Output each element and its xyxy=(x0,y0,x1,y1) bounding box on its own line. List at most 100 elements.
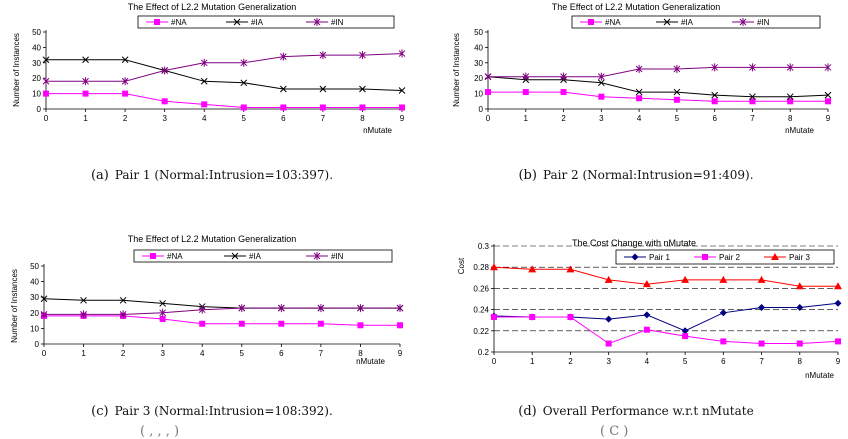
chart-a-y-tick-label: 30 xyxy=(32,59,41,68)
chart-b-series-0-line xyxy=(488,91,828,102)
chart-b-series-0-point xyxy=(825,98,831,105)
chart-a-series-1-point xyxy=(42,56,50,64)
chart-c-legend-label: #IN xyxy=(331,252,344,261)
chart-a-legend-box xyxy=(137,15,395,29)
chart-a-legend-swatch-marker xyxy=(154,19,160,25)
chart-d-x-tick-label: 3 xyxy=(606,357,611,366)
chart-a-series-2-point xyxy=(240,58,248,67)
chart-a-series-0-point xyxy=(122,90,129,97)
chart-d-series-1-point xyxy=(720,338,727,345)
caption-d: (d) Overall Performance w.r.t nMutate xyxy=(424,404,848,419)
chart-b-series-1-point xyxy=(597,79,605,87)
chart-c-series-0-point xyxy=(199,320,206,327)
chart-c-series-0-point xyxy=(357,322,364,329)
chart-d-series-1-point xyxy=(491,314,497,321)
chart-d-series-2-point xyxy=(795,282,804,290)
chart-c-y-tick-label: 30 xyxy=(30,293,39,302)
chart-d-y-tick-label: 0.24 xyxy=(473,306,489,315)
chart-d-y-tick-label: 0.2 xyxy=(478,348,490,357)
chart-a-x-tick-label: 4 xyxy=(202,114,207,123)
chart-a-series-2-point xyxy=(82,77,89,86)
chart-d-series-1-point xyxy=(643,326,650,333)
chart-b-x-tick-label: 7 xyxy=(750,114,755,123)
chart-c-legend-swatch-marker xyxy=(150,253,156,259)
chart-d: The Cost Change with nMutate 0.2 0.22 0.24 0… xyxy=(457,238,842,380)
caption-a: (a) Pair 1 (Normal:Intrusion=103:397). xyxy=(0,168,424,183)
chart-a-series-0-point xyxy=(43,90,49,97)
chart-c-series-2-point xyxy=(40,310,48,319)
chart-c-x-tick-label: 7 xyxy=(319,349,324,358)
chart-a-y-tick-label: 40 xyxy=(32,43,41,52)
chart-a-series-2-point xyxy=(359,51,366,60)
chart-c-x-tick-label: 0 xyxy=(42,349,47,358)
chart-c-series-2-point xyxy=(277,304,285,313)
chart-a-series-1 xyxy=(42,56,406,94)
chart-c-x-tick-label: 9 xyxy=(398,349,403,358)
chart-d-series-2-point xyxy=(566,265,575,273)
chart-b-series-2-point xyxy=(824,63,832,72)
chart-d-series-1 xyxy=(491,314,841,347)
chart-a-series-2-point xyxy=(279,52,287,61)
chart-a-series-1-point xyxy=(279,85,287,93)
chart-c-y-tick-label: 20 xyxy=(30,309,39,318)
chart-c-x-tick-label: 4 xyxy=(200,349,205,358)
chart-a-x-tick-label: 2 xyxy=(123,114,128,123)
chart-a-legend: #NA #IA #IN xyxy=(137,15,395,29)
chart-d-x-tick-label: 4 xyxy=(645,357,650,366)
chart-d-y-tick-label: 0.3 xyxy=(478,242,490,251)
chart-b-series-0-point xyxy=(560,89,567,96)
chart-d-series-2-point xyxy=(604,275,613,283)
chart-a-series-1-point xyxy=(398,87,406,94)
chart-d-legend-label: Pair 1 xyxy=(649,253,670,262)
chart-b-series-1-point xyxy=(673,88,681,96)
chart-d-legend-swatch-marker xyxy=(771,253,779,260)
chart-c-series-0-point xyxy=(397,322,403,329)
chart-b-series-0-point xyxy=(673,96,680,103)
chart-b-x-tick-label: 1 xyxy=(524,114,529,123)
caption-c-tag: (c) xyxy=(91,404,109,419)
caption-c: (c) Pair 3 (Normal:Intrusion=108:392). xyxy=(0,404,424,419)
chart-d-series-2-point xyxy=(528,265,537,273)
chart-d-x-tick-label: 9 xyxy=(836,357,841,366)
chart-b-legend-label: #IA xyxy=(681,18,694,27)
chart-d-series-1-point xyxy=(796,340,803,347)
chart-d-x-tick-label: 2 xyxy=(568,357,573,366)
chart-c-series-0-point xyxy=(317,320,324,327)
chart-a-series-2-point xyxy=(121,77,129,86)
chart-c-y-tick-label: 0 xyxy=(35,340,40,349)
chart-a-series-1-point xyxy=(200,77,208,85)
chart-c-series-2-point xyxy=(396,304,404,313)
chart-a-y-label: Number of Instances xyxy=(12,33,21,107)
chart-b-series-1-point xyxy=(749,93,756,101)
chart-b-series-2-point xyxy=(597,72,605,81)
chart-b-series-2-point xyxy=(749,63,756,72)
chart-panel-d: The Cost Change with nMutate 0.2 0.22 0.24 0… xyxy=(424,216,848,432)
chart-a-y-tick-label: 0 xyxy=(37,105,42,114)
chart-a-x-tick-label: 8 xyxy=(360,114,365,123)
chart-a-y-tick-label: 50 xyxy=(32,28,41,37)
caption-a-tag: (a) xyxy=(90,168,109,183)
chart-b-series-1-line xyxy=(487,76,829,98)
chart-a-legend-swatch-marker xyxy=(233,18,241,26)
chart-panel-a: The Effect of L2.2 Mutation Generalizati… xyxy=(0,0,424,216)
chart-b-series-0-point xyxy=(598,93,605,100)
chart-a-series-0-point xyxy=(319,104,326,111)
chart-a-series-0-point xyxy=(240,104,247,111)
chart-b-series-2-point xyxy=(711,63,719,72)
chart-a-series-0 xyxy=(43,90,405,111)
chart-c-series-0 xyxy=(41,312,403,329)
chart-c-series-1-line xyxy=(43,298,400,309)
chart-d-series-2 xyxy=(490,263,842,290)
chart-a-series-0-point xyxy=(82,90,89,97)
chart-b-series-2-point xyxy=(484,72,492,81)
chart-a-series-0-point xyxy=(280,104,287,111)
chart-d-series-1-point xyxy=(567,314,574,321)
chart-c-legend-swatch-marker xyxy=(313,252,321,260)
chart-d-series-2-line xyxy=(493,266,838,287)
chart-d-x-tick-label: 6 xyxy=(721,357,726,366)
chart-c: The Effect of L2.2 Mutation Generalizati… xyxy=(10,234,404,366)
chart-b-series-1 xyxy=(484,73,832,101)
chart-b-series-2-point xyxy=(635,64,643,73)
chart-panel-c: The Effect of L2.2 Mutation Generalizati… xyxy=(0,216,424,432)
chart-a-series-0-point xyxy=(201,101,208,108)
